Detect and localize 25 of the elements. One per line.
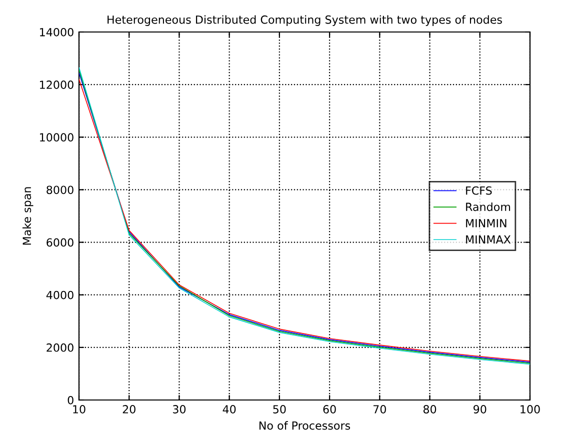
y-tick-label: 2000 xyxy=(46,343,74,352)
x-tick-label: 80 xyxy=(423,405,436,414)
y-tick-label: 0 xyxy=(68,396,74,404)
chart-title: Heterogeneous Distributed Computing System with two types of nodes xyxy=(108,15,502,26)
x-tick-label: 60 xyxy=(323,405,336,414)
x-tick-label: 100 xyxy=(520,405,540,414)
x-tick-label: 90 xyxy=(474,405,486,414)
x-axis-title: No of Processors xyxy=(260,421,350,430)
x-tick-label: 70 xyxy=(374,405,386,414)
y-tick-label: 8000 xyxy=(46,186,74,194)
y-tick-label: 14000 xyxy=(40,28,74,36)
x-tick-label: 50 xyxy=(273,405,286,414)
y-tick-label: 10000 xyxy=(40,133,74,142)
legend-label: FCFS xyxy=(466,186,492,195)
legend-label: MINMAX xyxy=(466,235,511,244)
y-tick-label: 6000 xyxy=(46,238,74,247)
legend-label: MINMIN xyxy=(466,219,506,228)
x-tick-label: 10 xyxy=(73,405,86,414)
y-axis-title: Make span xyxy=(22,187,34,245)
y-tick-label: 12000 xyxy=(40,80,74,89)
x-tick-label: 20 xyxy=(122,405,136,414)
legend-label: Random xyxy=(466,202,510,212)
x-tick-label: 40 xyxy=(222,405,236,414)
y-tick-label: 4000 xyxy=(46,290,74,300)
x-tick-label: 30 xyxy=(173,405,186,414)
